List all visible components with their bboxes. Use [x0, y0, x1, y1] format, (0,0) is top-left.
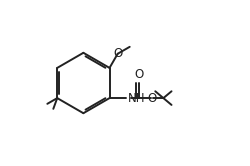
Text: O: O [113, 47, 122, 60]
Text: NH: NH [128, 92, 145, 105]
Text: O: O [135, 68, 144, 81]
Text: O: O [147, 92, 156, 105]
